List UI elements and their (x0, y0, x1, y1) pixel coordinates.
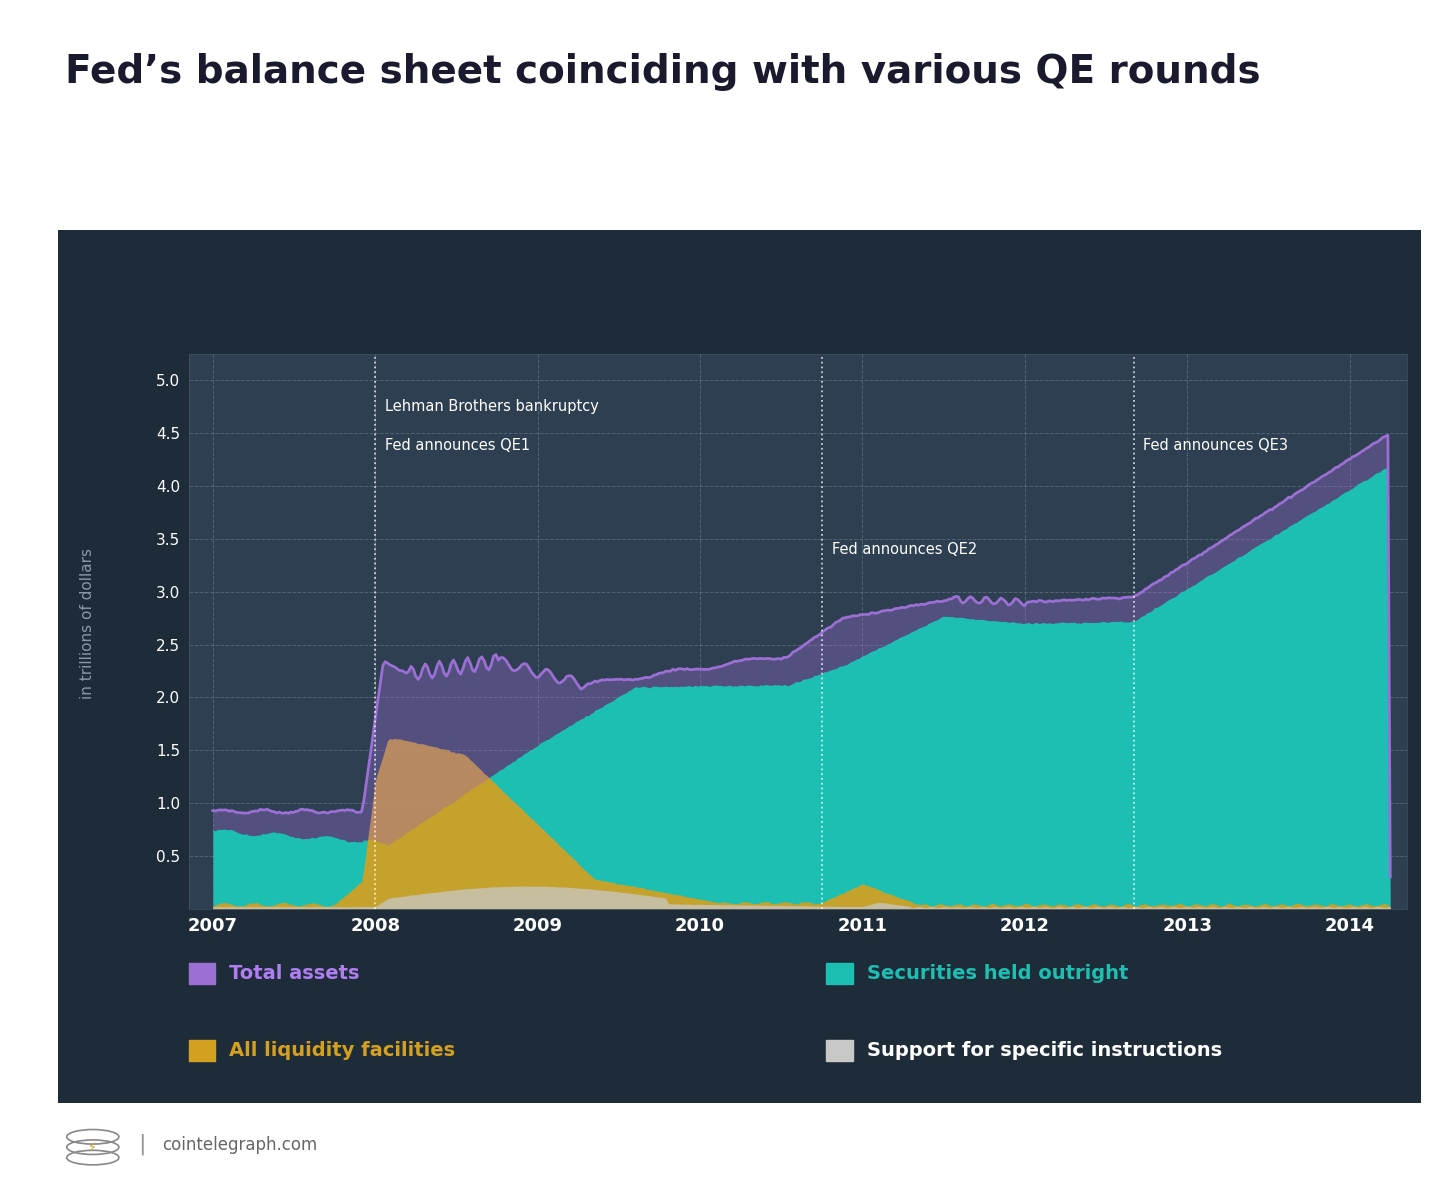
Text: ⚡: ⚡ (88, 1141, 97, 1154)
Text: in trillions of dollars: in trillions of dollars (80, 548, 94, 699)
Text: Securities held outright: Securities held outright (867, 964, 1128, 983)
Text: Fed’s balance sheet coinciding with various QE rounds: Fed’s balance sheet coinciding with vari… (65, 53, 1262, 91)
Text: Fed announces QE1: Fed announces QE1 (386, 439, 531, 453)
Text: cointelegraph.com: cointelegraph.com (162, 1135, 318, 1154)
Text: Total assets: Total assets (229, 964, 360, 983)
Text: All liquidity facilities: All liquidity facilities (229, 1041, 455, 1060)
Text: Fed announces QE3: Fed announces QE3 (1144, 439, 1289, 453)
Text: Fed announces QE2: Fed announces QE2 (832, 542, 977, 557)
Text: Support for specific instructions: Support for specific instructions (867, 1041, 1222, 1060)
Text: |: | (138, 1134, 146, 1155)
Text: Lehman Brothers bankruptcy: Lehman Brothers bankruptcy (386, 399, 599, 414)
